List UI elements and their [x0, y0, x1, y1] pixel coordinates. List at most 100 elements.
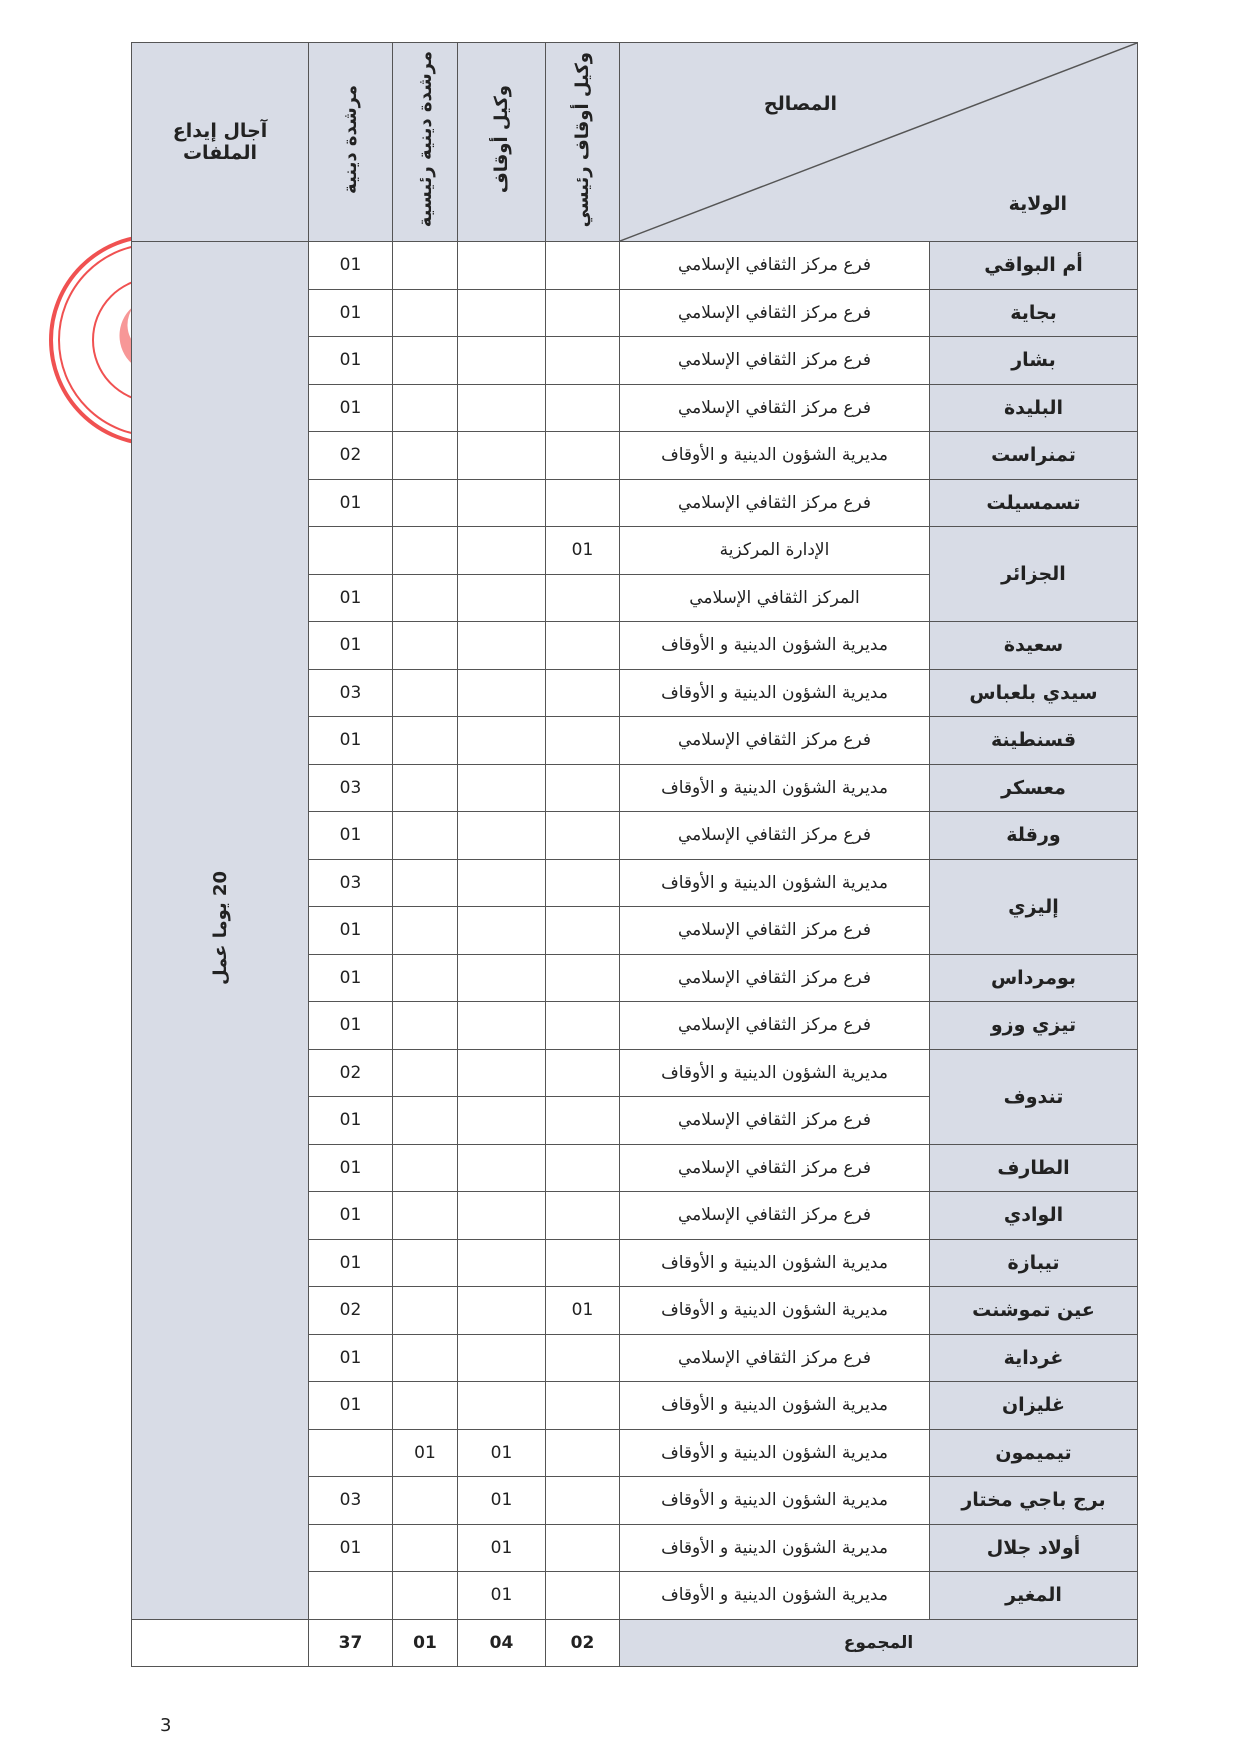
- row: عين تموشنت مديرية الشؤون الدينية و الأوقا…: [132, 1286, 1138, 1335]
- row: أم البواقي فرع مركز الثقافي الإسلامي 01 20 …: [131, 241, 1138, 1620]
- wilaya: البليدة: [929, 383, 1138, 432]
- count: 03: [308, 763, 393, 812]
- service: مديرية الشؤون الدينية و الأوقاف: [619, 431, 930, 480]
- column-header: مرشدة دينية رئيسية: [414, 51, 436, 228]
- count: [392, 478, 458, 527]
- row: سيدي بلعباس مديرية الشؤون الدينية و الأوق…: [132, 668, 1138, 717]
- count: [545, 1476, 620, 1525]
- count: [545, 1381, 620, 1430]
- service: فرع مركز الثقافي الإسلامي: [619, 953, 930, 1002]
- wilaya: تيميمون: [929, 1428, 1138, 1477]
- count: [545, 716, 620, 765]
- count: [457, 1333, 546, 1382]
- column-header: وكيل أوقاف: [491, 85, 512, 194]
- deadline: 20 يوما عمل: [131, 241, 309, 1620]
- count: [392, 1476, 458, 1525]
- wilaya: أولاد جلال: [929, 1523, 1138, 1572]
- count: 01: [308, 573, 393, 622]
- count: [392, 1191, 458, 1240]
- wilaya: قسنطينة: [929, 716, 1138, 765]
- count: [545, 1571, 620, 1620]
- count: [392, 621, 458, 670]
- count: [392, 241, 458, 290]
- count: [457, 621, 546, 670]
- service: فرع مركز الثقافي الإسلامي: [619, 1096, 930, 1145]
- total-value: 02: [545, 1618, 620, 1667]
- wilaya: سيدي بلعباس: [929, 668, 1138, 717]
- count: 01: [457, 1476, 546, 1525]
- count: [308, 1428, 393, 1477]
- row: تندوف مديرية الشؤون الدينية و الأوقاف 02: [132, 1048, 1138, 1145]
- count: [545, 668, 620, 717]
- count: 01: [457, 1523, 546, 1572]
- count: [545, 858, 620, 907]
- row: قسنطينة فرع مركز الثقافي الإسلامي 01: [132, 716, 1138, 765]
- service: فرع مركز الثقافي الإسلامي: [619, 1191, 930, 1240]
- count: [392, 811, 458, 860]
- count: [392, 858, 458, 907]
- service: فرع مركز الثقافي الإسلامي: [619, 1143, 930, 1192]
- wilaya: الطارف: [929, 1143, 1138, 1192]
- count: [457, 1381, 546, 1430]
- count: [392, 1096, 458, 1145]
- region-label: الولاية: [1008, 193, 1067, 215]
- count: [545, 1428, 620, 1477]
- count: [457, 906, 546, 955]
- service: الإدارة المركزية: [619, 526, 930, 575]
- count: [457, 241, 546, 290]
- row: تمنراست مديرية الشؤون الدينية و الأوقاف 02: [132, 431, 1138, 480]
- row: بجاية فرع مركز الثقافي الإسلامي 01: [132, 288, 1138, 337]
- service: فرع مركز الثقافي الإسلامي: [619, 1333, 930, 1382]
- count: [392, 431, 458, 480]
- row: غليزان مديرية الشؤون الدينية و الأوقاف 01: [132, 1381, 1138, 1430]
- wilaya: تيبازة: [929, 1238, 1138, 1287]
- service: فرع مركز الثقافي الإسلامي: [619, 1001, 930, 1050]
- count: [545, 811, 620, 860]
- count: [545, 1523, 620, 1572]
- wilaya: عين تموشنت: [929, 1286, 1138, 1335]
- row: تيبازة مديرية الشؤون الدينية و الأوقاف 01: [132, 1238, 1138, 1287]
- count: 01: [457, 1428, 546, 1477]
- count: [457, 1096, 546, 1145]
- service: مديرية الشؤون الدينية و الأوقاف: [619, 1476, 930, 1525]
- count: [392, 1523, 458, 1572]
- count: [457, 763, 546, 812]
- count: [457, 953, 546, 1002]
- count: [545, 241, 620, 290]
- count: [392, 1571, 458, 1620]
- count: [545, 288, 620, 337]
- count: [545, 1238, 620, 1287]
- count: [392, 1001, 458, 1050]
- count: [392, 1048, 458, 1097]
- count: 01: [308, 288, 393, 337]
- count: [392, 1333, 458, 1382]
- service-label: المصالح: [763, 93, 837, 115]
- row: غرداية فرع مركز الثقافي الإسلامي 01: [132, 1333, 1138, 1382]
- count: 01: [308, 906, 393, 955]
- count: [545, 906, 620, 955]
- wilaya: الوادي: [929, 1191, 1138, 1240]
- count: [457, 1191, 546, 1240]
- count: [392, 763, 458, 812]
- count: [545, 953, 620, 1002]
- service: مديرية الشؤون الدينية و الأوقاف: [619, 1571, 930, 1620]
- count: 01: [392, 1428, 458, 1477]
- wilaya: بشار: [929, 336, 1138, 385]
- service: مديرية الشؤون الدينية و الأوقاف: [619, 763, 930, 812]
- count: [392, 906, 458, 955]
- count: 01: [308, 383, 393, 432]
- count: [545, 763, 620, 812]
- wilaya: معسكر: [929, 763, 1138, 812]
- blank: [131, 1618, 309, 1667]
- count: [392, 953, 458, 1002]
- count: [545, 1143, 620, 1192]
- count: [457, 383, 546, 432]
- total-value: 37: [308, 1618, 393, 1667]
- row: بشار فرع مركز الثقافي الإسلامي 01: [132, 336, 1138, 385]
- deadline-header: آجال إيداع الملفات: [131, 42, 309, 242]
- row: سعيدة مديرية الشؤون الدينية و الأوقاف 01: [132, 621, 1138, 670]
- count: [392, 1286, 458, 1335]
- count: 01: [457, 1571, 546, 1620]
- count: 01: [545, 1286, 620, 1335]
- count: [392, 573, 458, 622]
